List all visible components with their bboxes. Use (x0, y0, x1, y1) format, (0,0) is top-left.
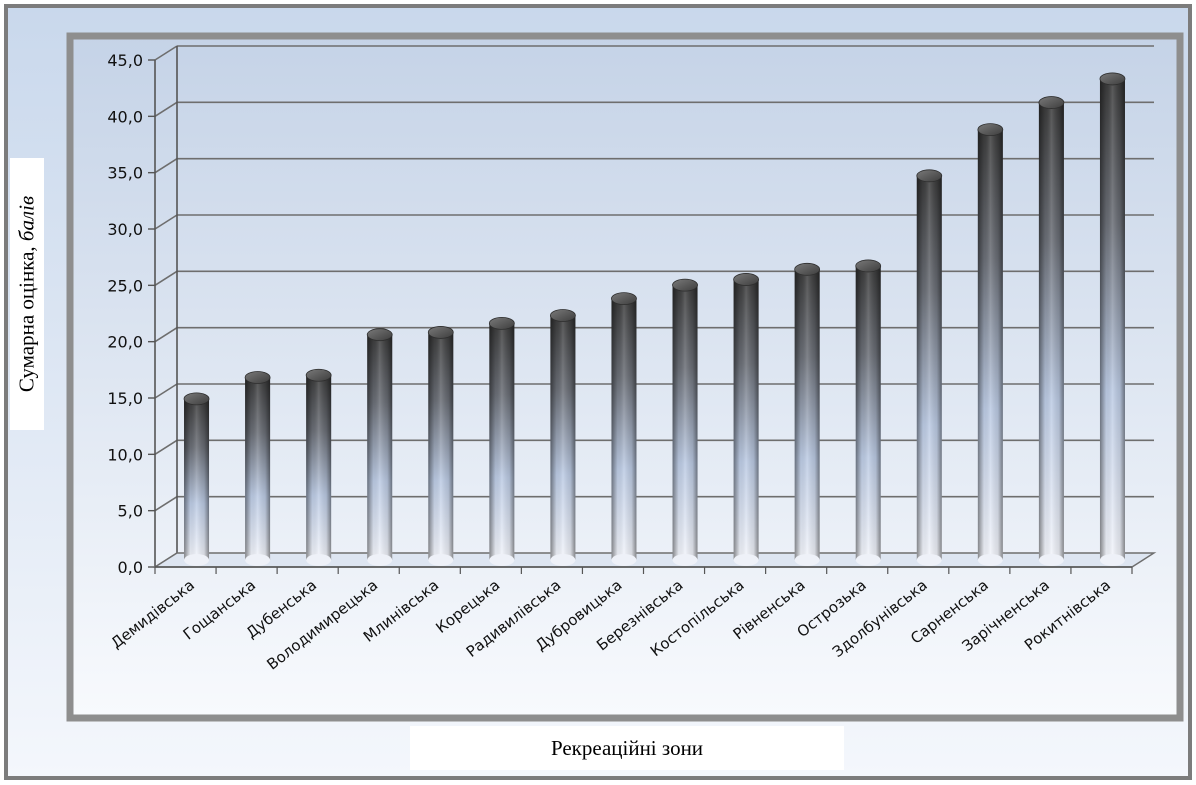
bar (550, 309, 576, 566)
grid-line-side (154, 45, 178, 61)
bar-base (428, 554, 454, 566)
bar-shade (672, 285, 698, 560)
bar-cap (1099, 72, 1126, 86)
bar-shade (916, 175, 942, 560)
bar-cap (305, 368, 332, 382)
bar-cap (733, 273, 759, 286)
bar-shade (306, 375, 332, 560)
bar-base (306, 554, 332, 566)
bar-cap (244, 371, 271, 384)
x-axis-title-box: Рекреаційні зони (410, 726, 844, 770)
bar-cap (855, 259, 882, 273)
bars-layer (183, 72, 1126, 566)
y-tick-label: 45,0 (107, 51, 143, 70)
bar-cap (488, 316, 515, 330)
y-tick-label: 35,0 (107, 164, 143, 183)
bar (1038, 96, 1065, 566)
bar-base (184, 554, 210, 566)
bar-shade (550, 315, 576, 560)
y-tick-label: 25,0 (107, 276, 143, 295)
bar-cap (427, 326, 454, 339)
bar (366, 328, 393, 566)
bar (916, 169, 943, 566)
bar-shade (367, 334, 393, 560)
x-axis-title: Рекреаційні зони (550, 736, 704, 760)
bar-shade (1038, 102, 1064, 560)
y-tick-label: 30,0 (107, 220, 143, 239)
bar (427, 326, 454, 566)
bar-shade (794, 269, 820, 560)
grid-line-side (154, 326, 178, 343)
bar-cap (550, 309, 576, 322)
bar (305, 368, 332, 566)
bar-cap (1038, 96, 1065, 109)
y-tick-labels: 0,0 5,0 10,0 15,0 20,0 25,0 30,0 35,0 40,0 45,0 (107, 51, 143, 577)
bar-shade (611, 298, 637, 560)
grid-line-side (154, 157, 178, 174)
bar-shade (1099, 78, 1125, 560)
bar-shade (489, 323, 515, 560)
bar (794, 262, 821, 566)
bar-base (855, 554, 881, 566)
bar-base (367, 554, 393, 566)
bar-shade (733, 279, 759, 560)
bar-base (733, 554, 759, 566)
bar-shade (855, 265, 881, 560)
bar-cap (183, 392, 210, 406)
bar (855, 259, 882, 566)
grid-line-side (154, 495, 178, 512)
y-tick-label: 0,0 (118, 558, 143, 577)
bar-cap (977, 123, 1004, 137)
y-axis-title-unit: балів (14, 195, 39, 242)
y-tick-label: 10,0 (107, 445, 143, 464)
bar-base (794, 554, 820, 566)
bar (183, 392, 210, 566)
bar-base (550, 554, 576, 566)
grid-line-side (154, 214, 178, 230)
bar (672, 278, 698, 566)
floor-plane (152, 552, 1157, 568)
y-tick-label: 20,0 (107, 333, 143, 352)
bar-shade (977, 129, 1003, 560)
bar-cap (611, 292, 637, 306)
bar-cap (916, 169, 943, 183)
bar (733, 273, 759, 566)
bar-cap (366, 328, 393, 342)
y-tick-label: 5,0 (118, 502, 143, 521)
y-tick-label: 15,0 (107, 389, 143, 408)
bar-shade (428, 332, 454, 560)
bar-base (672, 554, 698, 566)
bar-cap (672, 278, 698, 292)
bar-base (611, 554, 637, 566)
grid-line-side (154, 270, 178, 287)
bar-base (245, 554, 271, 566)
bar-cap (794, 262, 821, 276)
bar-base (1038, 554, 1064, 566)
grid-line-side (154, 383, 178, 399)
bar-base (916, 554, 942, 566)
bar-base (489, 554, 515, 566)
y-tick-label: 40,0 (107, 107, 143, 126)
bar-base (977, 554, 1003, 566)
bar-shade (245, 377, 271, 560)
bar-base (1099, 554, 1125, 566)
bar-shade (184, 398, 210, 560)
y-axis-title-box (10, 158, 44, 430)
grid-line-side (154, 439, 178, 456)
y-axis-title-main: Сумарна оцінка, (14, 241, 39, 393)
bar (977, 123, 1004, 566)
y-axis-title: Сумарна оцінка, балів (15, 196, 40, 392)
bar (1099, 72, 1126, 566)
grid-line-side (154, 101, 178, 118)
bar (611, 292, 637, 566)
bar (244, 371, 271, 566)
bar (488, 316, 515, 566)
